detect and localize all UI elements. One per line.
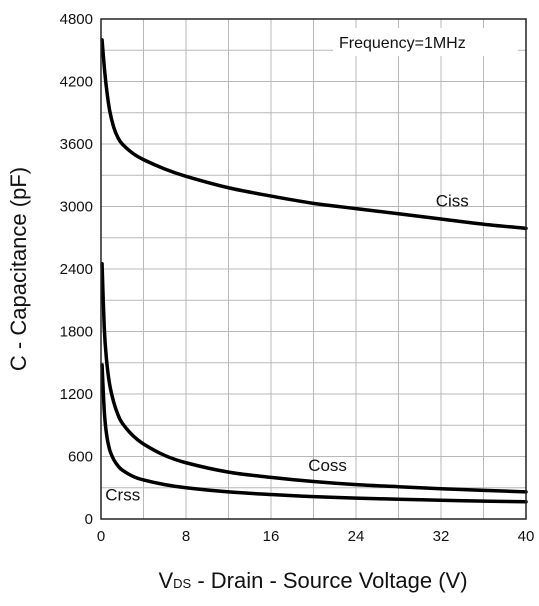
series-label-crss: Crss bbox=[105, 485, 140, 504]
y-tick-label: 3600 bbox=[60, 136, 93, 153]
y-tick-label: 0 bbox=[85, 511, 93, 528]
y-tick-label: 4200 bbox=[60, 74, 93, 91]
annotation-box bbox=[333, 28, 518, 56]
x-axis-title-prefix: V bbox=[158, 568, 173, 593]
tick-labels: 0 8 16 24 32 40 0 600 1200 1800 2400 3000 3600 4200 48… bbox=[60, 11, 535, 545]
y-tick-label: 1800 bbox=[60, 324, 93, 341]
grid bbox=[101, 19, 526, 519]
series-lines bbox=[100, 38, 528, 504]
x-tick-label: 16 bbox=[263, 528, 280, 545]
x-tick-label: 0 bbox=[97, 528, 105, 545]
y-tick-label: 600 bbox=[68, 449, 93, 466]
x-tick-label: 24 bbox=[348, 528, 365, 545]
series-line-ciss bbox=[100, 38, 528, 231]
y-axis-title: C - Capacitance (pF) bbox=[6, 167, 31, 371]
x-tick-label: 8 bbox=[182, 528, 190, 545]
plot-frame bbox=[100, 18, 527, 520]
y-tick-label: 1200 bbox=[60, 386, 93, 403]
series-label-coss: Coss bbox=[308, 456, 347, 475]
y-tick-label: 3000 bbox=[60, 199, 93, 216]
series-label-ciss: Ciss bbox=[436, 192, 469, 211]
frequency-annotation: Frequency=1MHz bbox=[339, 35, 466, 52]
x-axis-title: VDS - Drain - Source Voltage (V) bbox=[158, 568, 467, 593]
y-tick-label: 4800 bbox=[60, 11, 93, 28]
x-axis-title-rest: - Drain - Source Voltage (V) bbox=[191, 568, 467, 593]
series-line-coss bbox=[100, 262, 528, 494]
x-axis-title-subscript: DS bbox=[173, 576, 191, 591]
series-labels: Ciss Coss Crss bbox=[105, 192, 469, 505]
series-line-crss bbox=[100, 363, 528, 504]
x-tick-label: 32 bbox=[433, 528, 450, 545]
x-tick-label: 40 bbox=[518, 528, 535, 545]
y-tick-label: 2400 bbox=[60, 261, 93, 278]
